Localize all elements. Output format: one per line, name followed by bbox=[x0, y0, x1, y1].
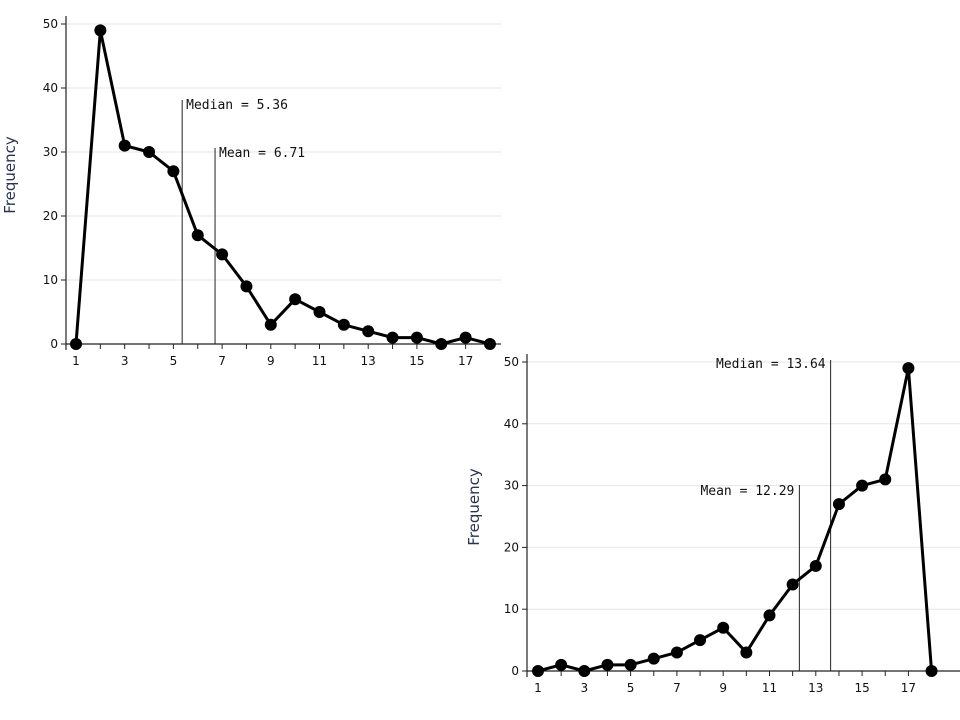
data-point bbox=[240, 280, 253, 293]
x-tick-label: 9 bbox=[719, 681, 727, 695]
y-tick-label: 20 bbox=[43, 209, 58, 223]
data-point bbox=[70, 338, 82, 350]
data-point bbox=[832, 498, 845, 511]
y-tick-label: 50 bbox=[43, 17, 58, 31]
y-tick-label: 10 bbox=[504, 602, 519, 616]
data-point bbox=[167, 165, 180, 178]
annotation-label: Median = 13.64 bbox=[716, 357, 826, 372]
data-point bbox=[435, 338, 448, 350]
y-tick-label: 20 bbox=[504, 540, 519, 554]
data-point bbox=[647, 652, 660, 665]
data-point bbox=[362, 325, 375, 338]
x-tick-label: 5 bbox=[627, 681, 635, 695]
data-point bbox=[386, 331, 399, 344]
data-point bbox=[459, 331, 472, 344]
x-tick-label: 11 bbox=[312, 354, 327, 368]
annotation-label: Mean = 6.71 bbox=[219, 146, 305, 161]
data-point bbox=[532, 665, 544, 677]
y-axis-title: Frequency bbox=[1, 136, 19, 214]
x-tick-label: 17 bbox=[458, 354, 473, 368]
x-tick-label: 5 bbox=[170, 354, 178, 368]
data-point bbox=[670, 646, 683, 659]
data-point bbox=[313, 306, 326, 318]
x-tick-label: 15 bbox=[854, 681, 869, 695]
x-tick-label: 13 bbox=[361, 354, 376, 368]
data-point bbox=[902, 362, 915, 375]
annotation-label: Median = 5.36 bbox=[186, 98, 288, 113]
x-tick-label: 7 bbox=[218, 354, 226, 368]
data-point bbox=[483, 338, 496, 350]
data-point bbox=[555, 658, 568, 671]
data-point bbox=[191, 229, 204, 242]
x-tick-label: 17 bbox=[901, 681, 916, 695]
y-tick-label: 40 bbox=[504, 417, 519, 431]
data-point bbox=[337, 318, 350, 331]
data-point bbox=[694, 634, 707, 647]
data-point bbox=[879, 473, 892, 486]
x-tick-label: 11 bbox=[762, 681, 777, 695]
data-point bbox=[578, 665, 591, 677]
data-point bbox=[925, 665, 938, 677]
data-point bbox=[264, 318, 277, 331]
series-line bbox=[74, 28, 491, 346]
data-point bbox=[94, 24, 107, 37]
data-point bbox=[763, 609, 776, 622]
data-point bbox=[740, 646, 753, 659]
x-tick-label: 7 bbox=[673, 681, 681, 695]
data-point bbox=[143, 146, 156, 158]
data-point bbox=[118, 139, 131, 152]
annotation-label: Mean = 12.29 bbox=[700, 484, 794, 499]
data-point bbox=[216, 248, 229, 261]
data-point bbox=[856, 479, 869, 492]
x-tick-label: 3 bbox=[580, 681, 588, 695]
x-tick-label: 9 bbox=[267, 354, 275, 368]
x-tick-label: 13 bbox=[808, 681, 823, 695]
y-tick-label: 50 bbox=[504, 355, 519, 369]
data-point bbox=[624, 658, 637, 671]
y-tick-label: 30 bbox=[43, 145, 58, 159]
series-line bbox=[537, 366, 934, 673]
data-point bbox=[717, 621, 730, 634]
data-point bbox=[289, 293, 302, 306]
x-tick-label: 1 bbox=[534, 681, 542, 695]
y-tick-label: 0 bbox=[511, 664, 519, 678]
x-tick-label: 1 bbox=[72, 354, 80, 368]
y-tick-label: 30 bbox=[504, 479, 519, 493]
data-point bbox=[786, 578, 799, 591]
y-tick-label: 0 bbox=[50, 337, 58, 351]
y-tick-label: 40 bbox=[43, 81, 58, 95]
x-tick-label: 15 bbox=[409, 354, 424, 368]
y-tick-label: 10 bbox=[43, 273, 58, 287]
y-axis-title: Frequency bbox=[465, 468, 483, 546]
data-point bbox=[809, 559, 822, 572]
data-point bbox=[410, 331, 423, 344]
x-tick-label: 3 bbox=[121, 354, 129, 368]
data-point bbox=[601, 658, 614, 671]
